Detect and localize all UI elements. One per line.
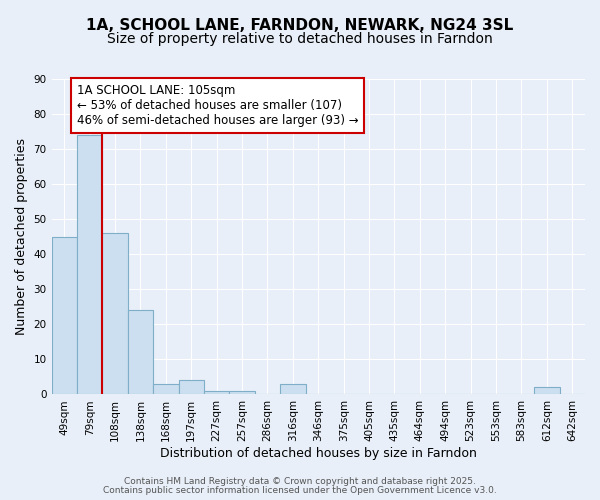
- Bar: [280, 384, 305, 394]
- Text: Size of property relative to detached houses in Farndon: Size of property relative to detached ho…: [107, 32, 493, 46]
- Bar: [128, 310, 153, 394]
- Text: 1A SCHOOL LANE: 105sqm
← 53% of detached houses are smaller (107)
46% of semi-de: 1A SCHOOL LANE: 105sqm ← 53% of detached…: [77, 84, 359, 128]
- Bar: [204, 391, 229, 394]
- X-axis label: Distribution of detached houses by size in Farndon: Distribution of detached houses by size …: [160, 447, 477, 460]
- Bar: [153, 384, 179, 394]
- Bar: [534, 388, 560, 394]
- Text: Contains public sector information licensed under the Open Government Licence v3: Contains public sector information licen…: [103, 486, 497, 495]
- Bar: [179, 380, 204, 394]
- Y-axis label: Number of detached properties: Number of detached properties: [15, 138, 28, 335]
- Text: 1A, SCHOOL LANE, FARNDON, NEWARK, NG24 3SL: 1A, SCHOOL LANE, FARNDON, NEWARK, NG24 3…: [86, 18, 514, 32]
- Bar: [77, 135, 103, 394]
- Bar: [103, 233, 128, 394]
- Text: Contains HM Land Registry data © Crown copyright and database right 2025.: Contains HM Land Registry data © Crown c…: [124, 477, 476, 486]
- Bar: [52, 236, 77, 394]
- Bar: [229, 391, 255, 394]
